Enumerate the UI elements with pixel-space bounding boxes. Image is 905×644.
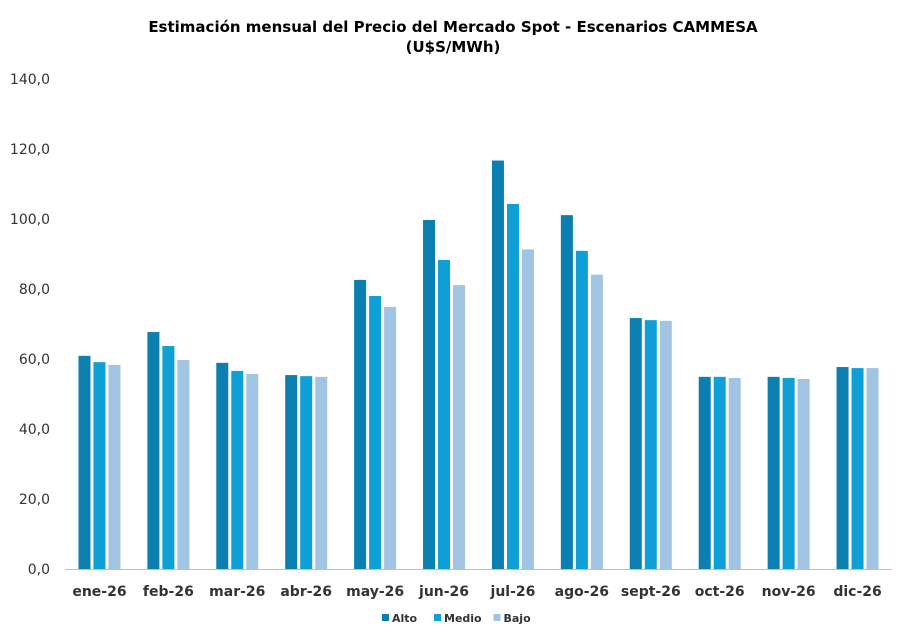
chart-title: Estimación mensual del Precio del Mercad… xyxy=(148,18,758,36)
x-tick-label: ene-26 xyxy=(72,584,126,600)
bar-alto-may-26 xyxy=(354,279,367,569)
bar-bajo-ene-26 xyxy=(108,364,121,569)
x-tick-label: abr-26 xyxy=(280,584,332,600)
x-tick-label: jul-26 xyxy=(490,584,536,600)
chart-subtitle: (U$S/MWh) xyxy=(406,38,501,56)
y-tick-label: 20,0 xyxy=(19,492,50,508)
x-tick-label: dic-26 xyxy=(833,584,881,600)
x-axis: ene-26 feb-26 mar-26 abr-26 may-26 jun-26 jul-… xyxy=(72,584,881,600)
y-axis: 0,0 20,0 40,0 60,0 80,0 100,0 120,0 140,0 xyxy=(10,72,50,578)
legend-swatch-alto xyxy=(382,614,389,621)
bar-bajo-dic-26 xyxy=(866,368,879,569)
legend: Alto Medio Bajo xyxy=(382,612,531,625)
bar-bajo-ago-26 xyxy=(590,274,603,569)
bar-alto-ene-26 xyxy=(78,355,91,569)
legend-label-bajo: Bajo xyxy=(504,612,532,625)
x-tick-label: may-26 xyxy=(346,584,404,600)
bar-bajo-may-26 xyxy=(384,306,397,569)
bar-bajo-nov-26 xyxy=(797,378,810,569)
bar-medio-sept-26 xyxy=(644,320,657,569)
y-tick-label: 140,0 xyxy=(10,72,50,88)
bar-alto-abr-26 xyxy=(285,375,298,569)
bars xyxy=(78,160,879,570)
bar-alto-sept-26 xyxy=(629,318,642,569)
bar-medio-jul-26 xyxy=(506,203,519,569)
bar-medio-oct-26 xyxy=(713,376,726,569)
bar-alto-jul-26 xyxy=(491,160,504,570)
x-tick-label: feb-26 xyxy=(143,584,194,600)
bar-medio-ago-26 xyxy=(575,250,588,569)
bar-bajo-jul-26 xyxy=(521,249,534,569)
legend-label-medio: Medio xyxy=(444,612,482,625)
bar-alto-feb-26 xyxy=(147,332,160,569)
bar-medio-dic-26 xyxy=(851,368,864,569)
bar-bajo-sept-26 xyxy=(659,320,672,569)
bar-medio-nov-26 xyxy=(782,377,795,569)
bar-bajo-oct-26 xyxy=(728,377,741,569)
x-tick-label: ago-26 xyxy=(555,584,609,600)
x-tick-label: jun-26 xyxy=(418,584,469,600)
bar-alto-oct-26 xyxy=(698,376,711,569)
y-tick-label: 40,0 xyxy=(19,422,50,438)
y-tick-label: 120,0 xyxy=(10,142,50,158)
bar-bajo-mar-26 xyxy=(246,374,259,569)
bar-medio-abr-26 xyxy=(300,376,313,569)
x-tick-label: sept-26 xyxy=(621,584,681,600)
bar-bajo-jun-26 xyxy=(453,285,466,569)
legend-swatch-bajo xyxy=(493,614,501,621)
y-tick-label: 80,0 xyxy=(19,282,50,298)
bar-bajo-abr-26 xyxy=(315,376,328,569)
bar-bajo-feb-26 xyxy=(177,360,190,569)
y-tick-label: 0,0 xyxy=(28,562,50,578)
bar-alto-nov-26 xyxy=(767,376,780,569)
y-tick-label: 100,0 xyxy=(10,212,50,228)
bar-medio-jun-26 xyxy=(438,259,451,569)
bar-medio-ene-26 xyxy=(93,362,106,569)
x-tick-label: nov-26 xyxy=(762,584,816,600)
y-tick-label: 60,0 xyxy=(19,352,50,368)
bar-alto-jun-26 xyxy=(423,220,436,570)
legend-swatch-medio xyxy=(434,614,441,621)
bar-alto-mar-26 xyxy=(216,362,229,569)
bar-medio-may-26 xyxy=(369,296,382,569)
x-tick-label: mar-26 xyxy=(209,584,265,600)
bar-alto-ago-26 xyxy=(560,215,573,569)
x-tick-label: oct-26 xyxy=(695,584,745,600)
bar-medio-mar-26 xyxy=(231,370,244,569)
bar-alto-dic-26 xyxy=(836,367,849,569)
bar-medio-feb-26 xyxy=(162,346,175,569)
legend-label-alto: Alto xyxy=(392,612,418,625)
